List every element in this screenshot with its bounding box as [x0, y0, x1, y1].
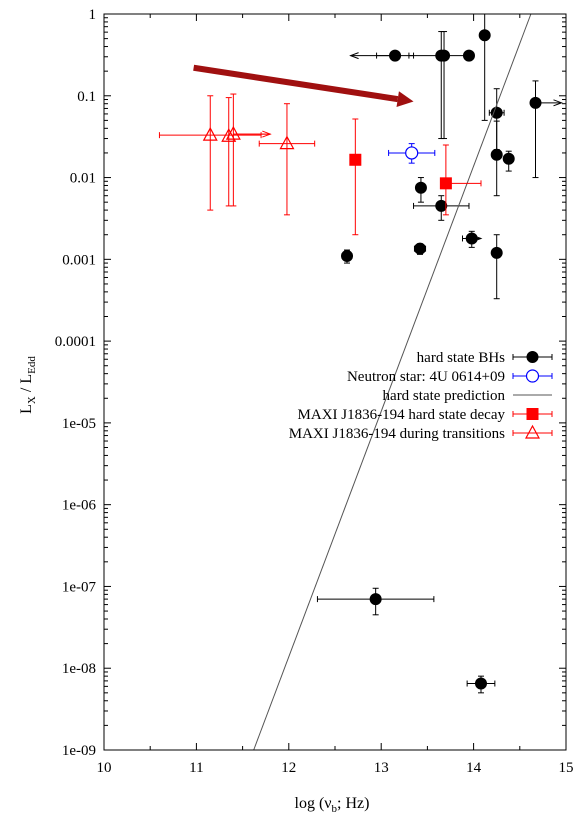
x-tick-label: 13 [374, 760, 389, 776]
y-tick-label: 1e-08 [62, 661, 96, 677]
legend-label: MAXI J1836-194 hard state decay [298, 407, 506, 423]
marks-layer [158, 13, 563, 751]
legend-entry: Neutron star: 4U 0614+09 [347, 369, 553, 385]
y-tick-label: 1e-07 [62, 579, 97, 595]
data-marker [341, 249, 354, 262]
trend-arrow-shaft [193, 64, 399, 103]
data-point [349, 49, 415, 62]
legend-label: Neutron star: 4U 0614+09 [347, 369, 505, 385]
data-marker [414, 242, 427, 255]
data-point [462, 49, 475, 62]
data-point [258, 103, 316, 216]
y-tick-label: 0.0001 [55, 334, 96, 350]
data-marker [389, 49, 402, 62]
legend-entry: hard state BHs [417, 350, 553, 366]
legend-marker [525, 369, 540, 383]
x-tick-label: 11 [189, 760, 203, 776]
data-point [408, 31, 475, 140]
x-limit-arrowhead [553, 99, 563, 107]
data-marker [369, 593, 382, 606]
data-point [439, 144, 482, 216]
data-point [316, 587, 435, 616]
data-marker [465, 232, 478, 245]
prediction-line [253, 13, 532, 751]
data-marker [462, 49, 475, 62]
y-tick-label: 1e-09 [62, 743, 96, 759]
data-point [490, 120, 503, 197]
data-point [341, 249, 354, 264]
data-point [349, 118, 362, 236]
x-tick-label: 12 [281, 760, 296, 776]
data-point [488, 88, 505, 151]
data-point [414, 177, 427, 203]
trend-arrow-head [396, 91, 414, 108]
data-marker [225, 125, 241, 140]
x-limit-arrowhead [262, 130, 272, 138]
y-tick-label: 0.1 [77, 89, 96, 105]
data-marker [435, 199, 448, 212]
data-marker [438, 49, 451, 62]
x-tick-label: 10 [97, 760, 112, 776]
legend-label: hard state BHs [417, 350, 505, 366]
y-tick-label: 1e-05 [62, 416, 96, 432]
data-point [221, 97, 237, 207]
legend-entry: MAXI J1836-194 during transitions [289, 424, 553, 442]
data-point [388, 143, 436, 164]
data-point [502, 150, 515, 172]
data-marker [478, 29, 491, 42]
legend-entry: hard state prediction [383, 388, 552, 404]
y-tick-label: 0.01 [70, 171, 96, 187]
data-marker [202, 126, 218, 141]
y-tick-label: 1e-06 [62, 498, 97, 514]
legend-label: hard state prediction [383, 388, 506, 404]
data-point [490, 234, 503, 300]
data-marker [474, 677, 487, 690]
legend-marker [524, 424, 541, 439]
data-point [478, 13, 491, 121]
data-marker [490, 246, 503, 259]
legend-layer: hard state BHs Neutron star: 4U 0614+09 ha… [289, 350, 553, 442]
data-point [529, 80, 563, 179]
data-marker [490, 106, 503, 119]
ticks-layer: 10 11 12 13 14 15 1e-09 1e-08 1e-07 1e-06 1e-05 0.0… [55, 7, 574, 776]
data-marker [414, 181, 427, 194]
data-point [438, 31, 451, 140]
data-point [413, 242, 427, 255]
x-tick-label: 14 [466, 760, 482, 776]
data-point [225, 93, 272, 207]
data-point [158, 95, 262, 211]
data-marker [405, 146, 419, 160]
data-marker [439, 177, 452, 190]
data-marker [529, 96, 542, 109]
y-tick-label: 1 [89, 7, 97, 23]
y-tick-label: 0.001 [62, 252, 96, 268]
x-tick-label: 15 [559, 760, 574, 776]
data-point [413, 195, 470, 221]
legend-marker [526, 351, 539, 363]
legend-marker [526, 408, 539, 420]
x-axis-title: log (νb; Hz) [295, 795, 370, 814]
legend-entry: MAXI J1836-194 hard state decay [298, 407, 553, 423]
y-axis-title: LX / LEdd [18, 356, 38, 414]
data-marker [279, 135, 295, 150]
x-limit-arrowhead [349, 52, 359, 60]
legend-label: MAXI J1836-194 during transitions [289, 426, 505, 442]
data-marker [490, 148, 503, 161]
data-marker [221, 127, 237, 142]
data-marker [502, 152, 515, 165]
data-marker [349, 153, 362, 166]
data-point [466, 675, 496, 694]
data-point [462, 230, 483, 248]
